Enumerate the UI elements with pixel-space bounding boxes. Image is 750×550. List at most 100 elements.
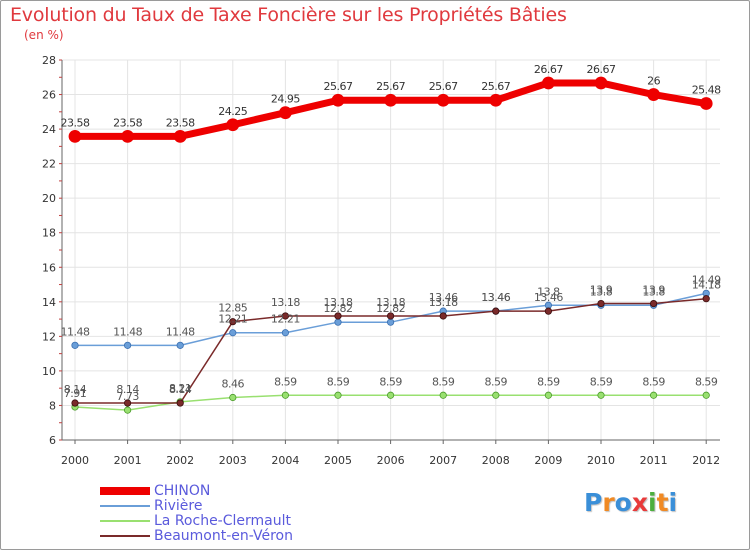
- data-label-la-roche-clermault: 8.59: [485, 375, 508, 388]
- legend-label: CHINON: [154, 483, 211, 499]
- data-label-riviere: 11.48: [113, 325, 142, 338]
- data-label-la-roche-clermault: 8.46: [222, 378, 245, 391]
- series-layer: [68, 76, 713, 414]
- data-point-la-roche-clermault: [281, 391, 289, 399]
- x-tick-label: 2009: [534, 454, 562, 467]
- data-point-chinon: [384, 93, 398, 107]
- data-point-la-roche-clermault: [649, 391, 658, 399]
- data-label-beaumont-en-veron: 13.18: [376, 296, 405, 309]
- y-tick-label: 18: [42, 227, 56, 240]
- x-tick-label: 2007: [429, 454, 457, 467]
- data-point-chinon: [542, 76, 555, 90]
- data-point-la-roche-clermault: [492, 391, 500, 399]
- data-point-chinon: [594, 76, 608, 90]
- data-label-chinon: 23.58: [166, 116, 195, 129]
- data-label-chinon: 26.67: [534, 63, 563, 76]
- data-label-chinon: 25.67: [324, 80, 353, 93]
- y-tick-labels: 6 8 10 12 14 16 18 20 22 24 26 28: [42, 54, 56, 447]
- data-point-riviere: [334, 318, 342, 326]
- data-label-la-roche-clermault: 8.59: [379, 375, 402, 388]
- data-point-beaumont-en-veron: [544, 307, 553, 315]
- data-point-la-roche-clermault: [702, 391, 710, 399]
- data-label-riviere: 13.8: [537, 285, 560, 298]
- data-label-chinon: 25.48: [692, 84, 721, 97]
- data-point-chinon: [489, 93, 503, 107]
- legend-label: Rivière: [154, 498, 203, 514]
- y-tick-label: 22: [42, 158, 56, 171]
- data-label-beaumont-en-veron: 13.18: [429, 296, 458, 309]
- data-point-la-roche-clermault: [334, 391, 342, 399]
- legend-swatch: [100, 520, 150, 522]
- data-point-riviere: [386, 318, 395, 326]
- data-point-chinon: [278, 106, 292, 120]
- data-label-riviere: 13.8: [590, 285, 613, 298]
- data-point-beaumont-en-veron: [334, 312, 342, 320]
- data-point-beaumont-en-veron: [702, 295, 710, 303]
- data-point-beaumont-en-veron: [281, 312, 289, 320]
- data-point-la-roche-clermault: [544, 391, 553, 399]
- data-point-chinon: [699, 97, 713, 110]
- data-label-riviere: 12.82: [376, 302, 405, 315]
- legend-swatch: [100, 487, 150, 495]
- data-label-la-roche-clermault: 8.59: [327, 375, 350, 388]
- data-point-riviere: [229, 329, 237, 337]
- data-label-riviere: 13.8: [642, 285, 665, 298]
- proxiti-logo: Proxiti: [584, 488, 678, 517]
- data-point-riviere: [176, 341, 184, 349]
- data-point-beaumont-en-veron: [439, 312, 447, 320]
- legend-swatch: [100, 505, 150, 507]
- data-label-la-roche-clermault: 8.21: [169, 382, 192, 395]
- data-point-chinon: [121, 129, 134, 143]
- chart-subtitle: (en %): [24, 28, 64, 42]
- data-label-beaumont-en-veron: 13.46: [481, 291, 510, 304]
- x-tick-label: 2000: [61, 454, 89, 467]
- data-label-chinon: 25.67: [481, 80, 510, 93]
- y-tick-label: 16: [42, 261, 56, 274]
- data-label-riviere: 11.48: [61, 325, 90, 338]
- axes: [59, 59, 720, 444]
- data-point-chinon: [173, 129, 187, 143]
- y-tick-label: 26: [42, 89, 56, 102]
- y-tick-label: 14: [42, 296, 56, 309]
- data-point-chinon: [226, 118, 240, 132]
- data-label-la-roche-clermault: 8.59: [642, 375, 665, 388]
- y-tick-label: 20: [42, 192, 56, 205]
- data-label-beaumont-en-veron: 13.18: [271, 296, 300, 309]
- data-point-chinon: [647, 88, 660, 101]
- data-point-beaumont-en-veron: [649, 299, 658, 308]
- data-label-la-roche-clermault: 8.59: [695, 375, 718, 388]
- y-tick-label: 24: [42, 123, 56, 136]
- data-label-chinon: 26.67: [587, 63, 616, 76]
- x-tick-label: 2001: [114, 454, 142, 467]
- data-label-la-roche-clermault: 8.59: [274, 375, 297, 388]
- data-label-riviere: 12.82: [324, 302, 353, 315]
- legend-swatch: [100, 535, 150, 537]
- data-point-chinon: [68, 129, 82, 143]
- data-point-la-roche-clermault: [386, 391, 395, 399]
- data-point-riviere: [281, 329, 289, 337]
- data-point-la-roche-clermault: [229, 393, 237, 402]
- x-tick-label: 2004: [271, 454, 299, 467]
- y-tick-label: 6: [49, 434, 56, 447]
- data-point-la-roche-clermault: [597, 391, 605, 399]
- data-label-chinon: 25.67: [429, 80, 458, 93]
- data-label-la-roche-clermault: 7.91: [64, 387, 87, 400]
- x-tick-label: 2008: [482, 454, 510, 467]
- data-point-la-roche-clermault: [124, 406, 132, 414]
- x-tick-label: 2011: [640, 454, 668, 467]
- data-label-riviere: 12.21: [218, 313, 247, 326]
- x-tick-label: 2012: [692, 454, 720, 467]
- data-label-beaumont-en-veron: 8.14: [64, 383, 87, 396]
- data-label-riviere: 13.46: [429, 291, 458, 304]
- x-tick-label: 2010: [587, 454, 615, 467]
- data-point-beaumont-en-veron: [229, 318, 237, 326]
- data-label-chinon: 23.58: [113, 116, 142, 129]
- data-label-la-roche-clermault: 7.73: [116, 390, 139, 403]
- data-label-la-roche-clermault: 8.59: [432, 375, 455, 388]
- data-point-beaumont-en-veron: [124, 399, 132, 407]
- y-tick-label: 12: [42, 330, 56, 343]
- data-point-beaumont-en-veron: [176, 399, 184, 407]
- chart-title: Evolution du Taux de Taxe Foncière sur l…: [10, 4, 567, 26]
- data-label-chinon: 24.95: [271, 93, 300, 106]
